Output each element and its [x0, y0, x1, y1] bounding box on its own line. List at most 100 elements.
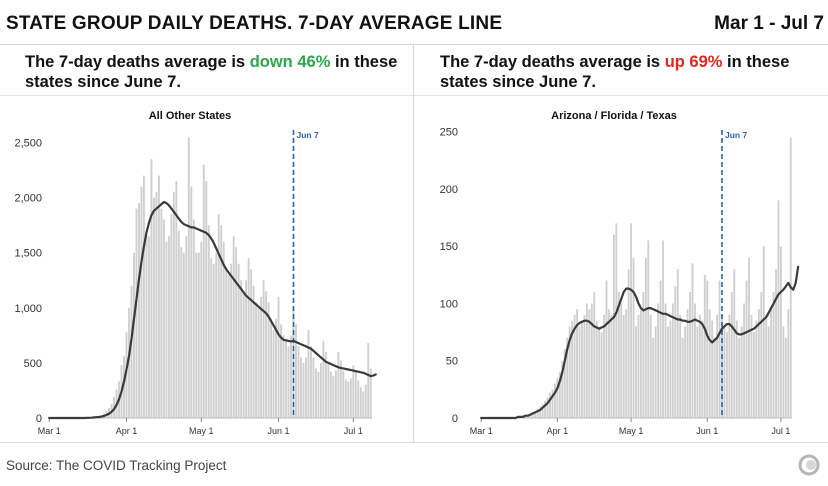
panel-divider [413, 44, 414, 442]
right-x-tick-label: May 1 [619, 426, 644, 436]
right-daily-bar [716, 314, 718, 418]
left-daily-bar [197, 252, 200, 418]
left-y-tick-label: 0 [36, 413, 42, 425]
right-daily-bar [590, 303, 593, 418]
right-daily-bar [642, 292, 645, 418]
left-daily-bar [138, 203, 140, 418]
left-daily-bar [369, 368, 372, 418]
source-note: Source: The COVID Tracking Project [6, 458, 227, 473]
left-jun7-label: Jun 7 [296, 130, 318, 140]
right-daily-bar [698, 314, 701, 418]
right-daily-bar [558, 372, 561, 418]
left-daily-bar [240, 280, 243, 418]
left-daily-bar [242, 291, 245, 418]
right-daily-bar [556, 377, 559, 418]
left-daily-bar [222, 241, 225, 418]
left-daily-bar [172, 192, 175, 418]
left-daily-bar [349, 378, 352, 418]
right-daily-bar [701, 320, 704, 418]
right-daily-bar [718, 280, 721, 418]
right-daily-bar [652, 337, 655, 418]
header-bar: STATE GROUP DAILY DEATHS. 7-DAY AVERAGE … [0, 0, 828, 45]
left-daily-bar [182, 252, 185, 418]
left-daily-bar [324, 351, 327, 418]
right-x-tick-label: Jul 1 [771, 426, 790, 436]
page-title: STATE GROUP DAILY DEATHS. 7-DAY AVERAGE … [6, 13, 503, 34]
right-daily-bar [649, 314, 652, 418]
right-daily-bar [667, 326, 669, 418]
right-daily-bar [748, 257, 750, 418]
right-daily-bar [568, 326, 571, 418]
right-daily-bar [755, 320, 758, 418]
left-daily-bar [235, 247, 238, 418]
left-subtitle-highlight: down 46% [249, 53, 331, 71]
right-daily-bar [603, 314, 605, 418]
right-daily-bar [735, 320, 738, 418]
right-daily-bar [767, 326, 770, 418]
right-daily-bar [713, 337, 716, 418]
right-daily-bar [772, 292, 775, 418]
left-daily-bar [337, 351, 340, 418]
right-daily-bar [787, 309, 790, 418]
left-daily-bar [232, 236, 235, 418]
right-daily-bar [780, 246, 782, 418]
left-daily-bar [342, 370, 345, 418]
right-daily-bar [576, 309, 578, 418]
right-daily-bar [612, 234, 615, 418]
left-x-tick-label: May 1 [189, 426, 214, 436]
left-daily-bar [247, 258, 250, 418]
right-chart: Arizona / Florida / Texas 0 50 100 150 200 250… [440, 110, 800, 436]
left-daily-bar [227, 274, 230, 418]
right-daily-bar [536, 408, 539, 418]
right-daily-bar [583, 314, 586, 418]
left-daily-bar [354, 370, 357, 418]
left-daily-bar [220, 225, 223, 418]
left-y-tick-label: 500 [24, 358, 42, 370]
right-panel-subtitle: The 7-day deaths average is up 69% in th… [440, 52, 815, 92]
right-y-tick-label: 100 [440, 298, 458, 310]
right-x-tick-label: Jun 1 [696, 426, 718, 436]
right-daily-bar [703, 274, 706, 418]
left-daily-bar [155, 192, 158, 418]
left-daily-bar [217, 214, 220, 418]
left-daily-bar [280, 324, 282, 418]
left-x-tick-label: Apr 1 [116, 426, 138, 436]
left-x-tick-label: Jun 1 [268, 426, 290, 436]
right-daily-bar [728, 314, 731, 418]
left-daily-bar [322, 340, 325, 418]
left-daily-bar [297, 346, 300, 418]
left-daily-bar [305, 357, 307, 418]
right-jun7-label: Jun 7 [725, 130, 747, 140]
right-daily-bar [765, 314, 768, 418]
right-subtitle-highlight: up 69% [664, 53, 723, 71]
left-y-tick-label: 2,500 [14, 138, 42, 150]
right-daily-bar [686, 309, 689, 418]
right-daily-bar [581, 320, 583, 418]
left-x-tick-label: Jul 1 [344, 426, 363, 436]
right-daily-bar [775, 269, 777, 418]
right-daily-bar [551, 389, 554, 418]
right-daily-bar [654, 326, 657, 418]
left-daily-bar [152, 197, 155, 418]
left-daily-bar [125, 332, 128, 418]
right-y-tick-label: 200 [440, 184, 458, 196]
right-daily-bar [595, 320, 598, 418]
left-daily-bar [202, 164, 205, 418]
left-daily-bar [319, 362, 322, 418]
left-daily-bar [367, 343, 370, 418]
right-daily-bar [531, 412, 534, 418]
subtitle-divider [0, 95, 828, 96]
left-daily-bar [267, 302, 270, 418]
right-daily-bar [647, 240, 650, 418]
left-daily-bar [262, 280, 265, 418]
right-daily-bar [627, 269, 630, 418]
right-daily-bar [566, 337, 569, 418]
left-daily-bar [180, 247, 183, 418]
left-chart: All Other States 0 500 1,000 1,500 2,000 2,500… [14, 110, 377, 436]
right-daily-bar [730, 292, 733, 418]
left-daily-bar [277, 296, 280, 418]
right-daily-bar [632, 257, 635, 418]
left-daily-bar [157, 175, 160, 418]
left-daily-bar [270, 318, 273, 418]
left-daily-bar [143, 175, 145, 418]
